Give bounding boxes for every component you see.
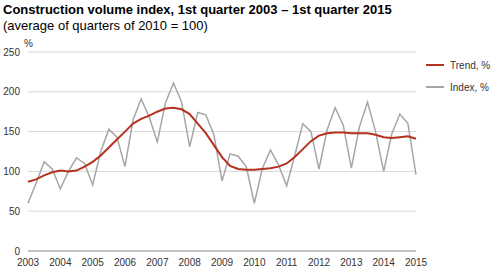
svg-text:2008: 2008 [179,257,202,268]
html-text:Construction volume index, 1st: Construction volume index, 1st quarter 2… [3,2,392,17]
svg-text:2003: 2003 [17,257,40,268]
svg-text:2014: 2014 [373,257,396,268]
svg-text:2009: 2009 [211,257,234,268]
svg-text:2010: 2010 [243,257,266,268]
svg-text:2011: 2011 [276,257,298,268]
html-text:Index, %: Index, % [450,81,489,93]
svg-text:2006: 2006 [114,257,137,268]
svg-text:200: 200 [8,86,20,97]
svg-text:2015: 2015 [405,257,428,268]
svg-text:250: 250 [8,47,20,58]
svg-text:2013: 2013 [340,257,363,268]
svg-text:150: 150 [8,126,20,137]
svg-text:2012: 2012 [308,257,331,268]
html-text:(average of quarters of 2010 =: (average of quarters of 2010 = 100) [3,18,208,33]
svg-text:2005: 2005 [82,257,105,268]
svg-text:2004: 2004 [49,257,72,268]
svg-text:2007: 2007 [146,257,169,268]
svg-text:0: 0 [14,246,20,257]
svg-text:50: 50 [9,206,21,217]
svg-text:100: 100 [8,166,20,177]
html-text:Trend, %: Trend, % [450,59,491,71]
